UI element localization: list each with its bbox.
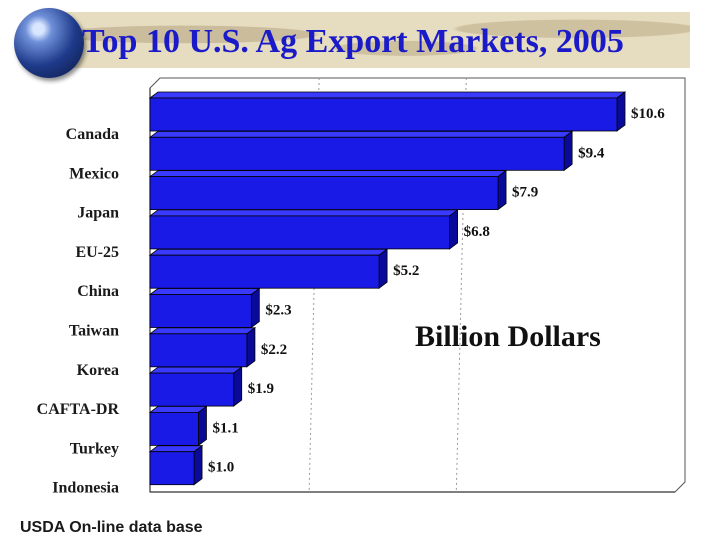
value-label: $10.6 [631,106,665,122]
bar-top-face [148,91,627,99]
bar-top-face [148,445,204,453]
bar-side-face [193,444,203,486]
category-label: Taiwan [69,323,119,340]
source-note: USDA On-line data base [20,519,203,536]
category-labels: Canada Mexico Japan EU-25 China Taiwan Korea CA… [37,126,120,497]
bar [149,176,499,211]
value-labels: $10.6 $9.4 $7.9 $6.8 $5.2 $2.3 $2.2 $1.9 $1.1 $1.… [208,106,665,476]
category-label: Mexico [69,165,119,182]
value-label: $1.1 [212,420,238,436]
gridline [308,77,320,493]
chart-gridlines [308,77,467,493]
category-label: Canada [66,126,119,143]
bar-side-face [233,366,243,407]
bar-side-face [378,248,388,290]
category-label: Korea [77,362,119,379]
value-label: $2.2 [261,342,287,358]
units-label: Billion Dollars [415,320,601,353]
bar [149,215,450,250]
gridline [455,77,467,493]
bar-side-face [250,287,260,329]
bar-side-face [616,91,626,132]
value-label: $7.9 [512,185,538,201]
bar [149,372,235,407]
bar-side-face [449,209,458,250]
category-label: Japan [77,205,119,222]
category-label: EU-25 [75,244,119,261]
category-label: China [77,283,119,300]
bar-top-face [148,366,243,374]
bar [149,411,199,446]
bar-top-face [148,209,459,217]
bar-side-face [246,326,256,368]
bar [149,254,380,289]
bar-top-face [148,405,208,413]
bar-top-face [148,327,257,335]
bar-side-face [563,130,573,172]
chart-bars [148,91,627,486]
bar [149,136,565,171]
bar-top-face [148,170,508,178]
bar [149,333,248,368]
bar [149,451,195,486]
bar-top-face [148,248,389,256]
bar-top-face [148,130,574,138]
bar-top-face [148,288,261,295]
value-label: $1.0 [208,460,234,476]
category-label: CAFTA-DR [37,401,120,418]
value-label: $9.4 [578,145,605,161]
value-label: $2.3 [265,303,291,319]
bar [149,294,252,328]
bar-side-face [497,169,507,211]
value-label: $6.8 [464,224,490,240]
value-label: $5.2 [393,263,419,279]
title-banner [58,12,690,68]
bar-side-face [198,405,207,447]
value-label: $1.9 [248,381,274,397]
chart-title: Top 10 U.S. Ag Export Markets, 2005 [82,23,624,60]
bar [149,97,618,132]
globe-icon [14,8,84,78]
category-label: Indonesia [52,480,119,497]
category-label: Turkey [70,440,119,457]
